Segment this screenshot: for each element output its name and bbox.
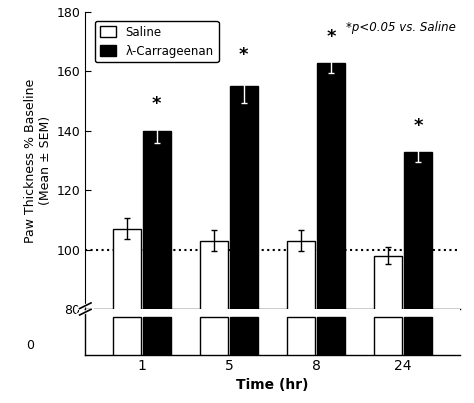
X-axis label: Time (hr): Time (hr) [237, 378, 309, 393]
Bar [374, 256, 402, 403]
Bar [317, 62, 345, 403]
Bar [317, 317, 345, 355]
Text: *p<0.05 vs. Saline: *p<0.05 vs. Saline [346, 21, 456, 34]
Text: *: * [239, 46, 248, 64]
Bar [230, 317, 258, 355]
Bar [113, 229, 141, 403]
Bar [201, 317, 228, 355]
Y-axis label: Paw Thickness % Baseline
(Mean ± SEM): Paw Thickness % Baseline (Mean ± SEM) [25, 79, 53, 243]
Legend: Saline, λ-Carrageenan: Saline, λ-Carrageenan [95, 21, 219, 62]
Text: *: * [152, 95, 162, 113]
Text: *: * [413, 117, 423, 135]
Bar [287, 241, 315, 403]
Bar [143, 317, 171, 355]
Bar [404, 317, 432, 355]
Text: 0: 0 [26, 339, 34, 352]
Bar [143, 131, 171, 403]
Text: *: * [326, 28, 336, 46]
Bar [230, 86, 258, 403]
Bar [113, 317, 141, 355]
Bar [404, 152, 432, 403]
Bar [201, 241, 228, 403]
Bar [374, 317, 402, 355]
Bar [287, 317, 315, 355]
